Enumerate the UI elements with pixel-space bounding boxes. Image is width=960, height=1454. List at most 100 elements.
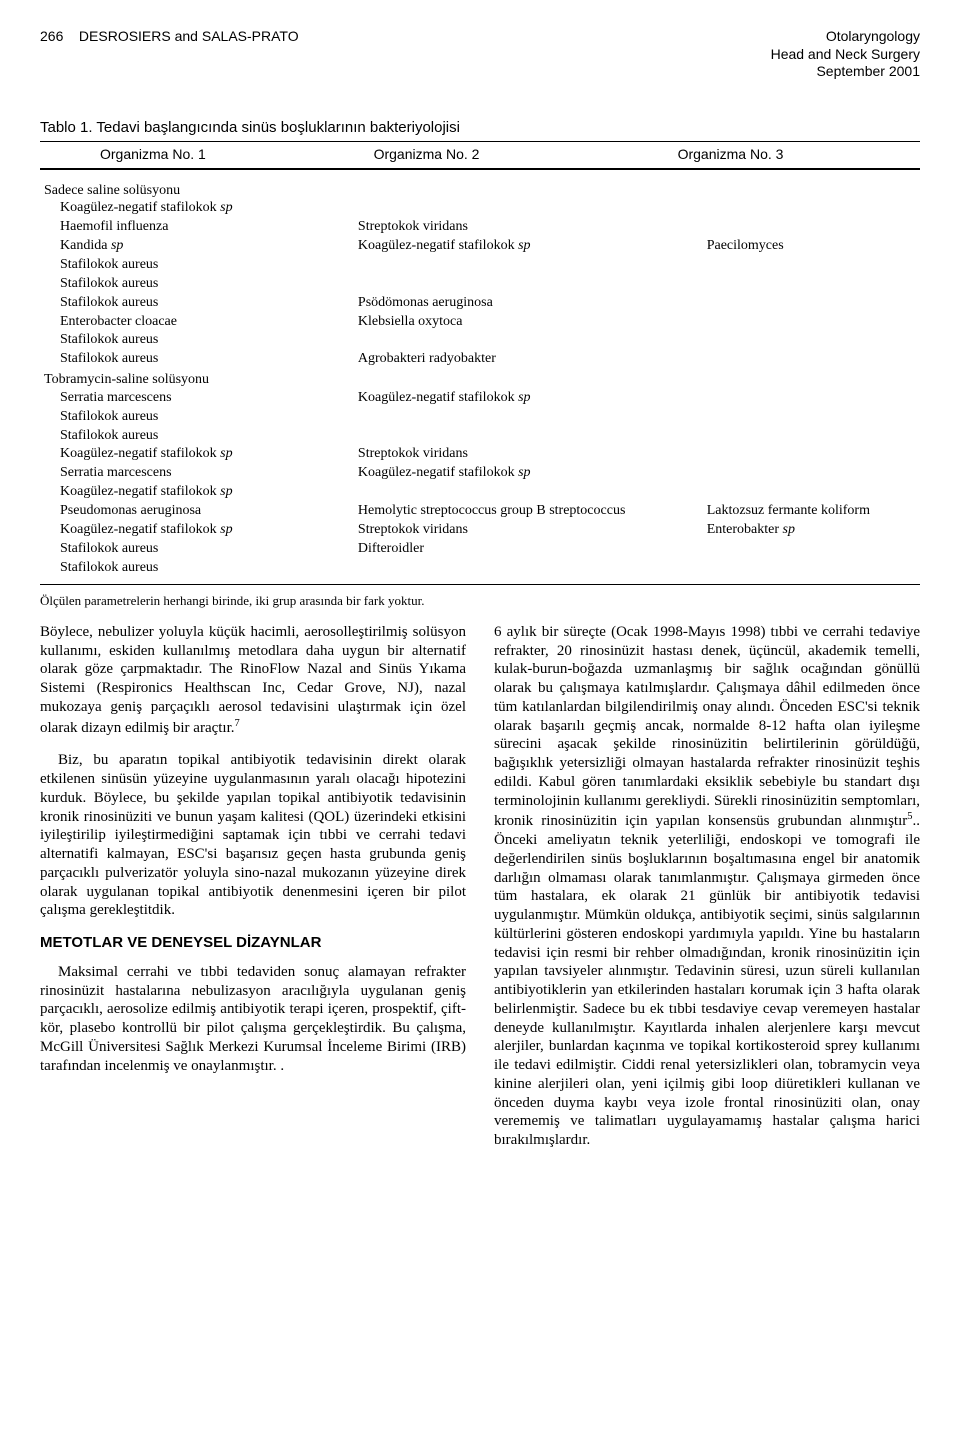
table-row: Stafilokok aureus	[40, 331, 920, 350]
table-cell-c3: Enterobakter sp	[707, 521, 916, 540]
right-p1a-text: 6 aylık bir süreçte (Ocak 1998-Mayıs 199…	[494, 624, 920, 830]
left-para-3: Maksimal cerrahi ve tıbbi tedaviden sonu…	[40, 963, 466, 1076]
table-cell-c1: Pseudomonas aeruginosa	[44, 502, 358, 521]
table-row: Serratia marcescensKoagülez-negatif staf…	[40, 464, 920, 483]
journal-line-2: Head and Neck Surgery	[771, 46, 920, 64]
table-cell-c2: Difteroidler	[358, 540, 707, 559]
body-col-left: Böylece, nebulizer yoluyla küçük hacimli…	[40, 623, 466, 1164]
table-cell-c1: Stafilokok aureus	[44, 275, 358, 294]
header-right: Otolaryngology Head and Neck Surgery Sep…	[771, 28, 920, 81]
table-cell-c3	[707, 199, 916, 218]
header-authors: DESROSIERS and SALAS-PRATO	[79, 28, 299, 44]
table-row: Kandida spKoagülez-negatif stafilokok sp…	[40, 237, 920, 256]
table-cell-c2	[358, 256, 707, 275]
journal-line-1: Otolaryngology	[771, 28, 920, 46]
table-row: Stafilokok aureus	[40, 427, 920, 446]
table-row: Koagülez-negatif stafilokok spStreptokok…	[40, 445, 920, 464]
table-cell-c1: Serratia marcescens	[44, 464, 358, 483]
table-cell-c1: Enterobacter cloacae	[44, 313, 358, 332]
table-row: Stafilokok aureus	[40, 559, 920, 578]
table-cell-c3	[707, 350, 916, 369]
table-cell-c3	[707, 275, 916, 294]
table-cell-c3	[707, 331, 916, 350]
table-cell-c1: Koagülez-negatif stafilokok sp	[44, 521, 358, 540]
table-cell-c3	[707, 294, 916, 313]
table-cell-c2	[358, 427, 707, 446]
journal-line-3: September 2001	[771, 63, 920, 81]
table-title: Tablo 1. Tedavi başlangıcında sinüs boşl…	[40, 119, 920, 138]
table-cell-c3	[707, 540, 916, 559]
table-cell-c2	[358, 331, 707, 350]
section-heading-methods: METOTLAR VE DENEYSEL DİZAYNLAR	[40, 934, 466, 953]
table-cell-c1: Stafilokok aureus	[44, 540, 358, 559]
table-cell-c3	[707, 427, 916, 446]
table-cell-c2: Koagülez-negatif stafilokok sp	[358, 389, 707, 408]
table-footnote: Ölçülen parametrelerin herhangi birinde,…	[40, 593, 920, 609]
table-cell-c2: Klebsiella oxytoca	[358, 313, 707, 332]
table-cell-c3	[707, 389, 916, 408]
table-cell-c1: Stafilokok aureus	[44, 331, 358, 350]
table-group2-label: Tobramycin-saline solüsyonu	[40, 369, 920, 389]
table-row: Stafilokok aureus	[40, 256, 920, 275]
table-cell-c1: Koagülez-negatif stafilokok sp	[44, 483, 358, 502]
right-p1b-text: .. Önceki ameliyatın teknik yeterliliği,…	[494, 813, 920, 1148]
table-head-col3: Organizma No. 3	[678, 146, 860, 164]
table-row: Haemofil influenzaStreptokok viridans	[40, 218, 920, 237]
table-cell-c1: Koagülez-negatif stafilokok sp	[44, 199, 358, 218]
table-cell-c2: Streptokok viridans	[358, 521, 707, 540]
table-head-col1: Organizma No. 1	[100, 146, 374, 164]
table-cell-c2: Koagülez-negatif stafilokok sp	[358, 464, 707, 483]
table-cell-c1: Stafilokok aureus	[44, 350, 358, 369]
table-cell-c1: Stafilokok aureus	[44, 427, 358, 446]
table-row: Koagülez-negatif stafilokok sp	[40, 483, 920, 502]
table-row: Stafilokok aureus	[40, 275, 920, 294]
table-row: Stafilokok aureusPsödömonas aeruginosa	[40, 294, 920, 313]
table-cell-c3	[707, 313, 916, 332]
table-cell-c1: Stafilokok aureus	[44, 559, 358, 578]
table-cell-c3	[707, 445, 916, 464]
table-cell-c3	[707, 559, 916, 578]
table-cell-c2: Koagülez-negatif stafilokok sp	[358, 237, 707, 256]
table-row: Stafilokok aureusDifteroidler	[40, 540, 920, 559]
table-rule-bottom	[40, 584, 920, 585]
table-cell-c2: Agrobakteri radyobakter	[358, 350, 707, 369]
table-body: Sadece saline solüsyonu Koagülez-negatif…	[40, 176, 920, 584]
table-cell-c3: Paecilomyces	[707, 237, 916, 256]
table-cell-c2	[358, 483, 707, 502]
header-left: 266 DESROSIERS and SALAS-PRATO	[40, 28, 299, 46]
table-cell-c3	[707, 408, 916, 427]
table-cell-c2: Hemolytic streptococcus group B streptoc…	[358, 502, 707, 521]
left-p1-text: Böylece, nebulizer yoluyla küçük hacimli…	[40, 624, 466, 736]
table-row: Enterobacter cloacaeKlebsiella oxytoca	[40, 313, 920, 332]
table-row: Stafilokok aureusAgrobakteri radyobakter	[40, 350, 920, 369]
table-cell-c3	[707, 218, 916, 237]
table-cell-c3: Laktozsuz fermante koliform	[707, 502, 916, 521]
table-row: Koagülez-negatif stafilokok sp	[40, 199, 920, 218]
table-cell-c2: Streptokok viridans	[358, 218, 707, 237]
table-row: Serratia marcescensKoagülez-negatif staf…	[40, 389, 920, 408]
table-row: Pseudomonas aeruginosaHemolytic streptoc…	[40, 502, 920, 521]
table-cell-c2: Streptokok viridans	[358, 445, 707, 464]
table-head-col2: Organizma No. 2	[374, 146, 678, 164]
table-cell-c1: Stafilokok aureus	[44, 256, 358, 275]
right-para-1: 6 aylık bir süreçte (Ocak 1998-Mayıs 199…	[494, 623, 920, 1150]
table-cell-c3	[707, 464, 916, 483]
table-cell-c2	[358, 275, 707, 294]
table-cell-c1: Haemofil influenza	[44, 218, 358, 237]
table-cell-c1: Stafilokok aureus	[44, 294, 358, 313]
body-col-right: 6 aylık bir süreçte (Ocak 1998-Mayıs 199…	[494, 623, 920, 1164]
table-cell-c1: Stafilokok aureus	[44, 408, 358, 427]
table-row: Stafilokok aureus	[40, 408, 920, 427]
table-cell-c3	[707, 483, 916, 502]
table-row: Koagülez-negatif stafilokok spStreptokok…	[40, 521, 920, 540]
page-header: 266 DESROSIERS and SALAS-PRATO Otolaryng…	[40, 28, 920, 81]
page-number: 266	[40, 28, 63, 44]
left-para-2: Biz, bu aparatın topikal antibiyotik ted…	[40, 751, 466, 920]
table-header-row: Organizma No. 1 Organizma No. 2 Organizm…	[40, 142, 920, 168]
table-cell-c1: Koagülez-negatif stafilokok sp	[44, 445, 358, 464]
table-cell-c1: Kandida sp	[44, 237, 358, 256]
table-cell-c2	[358, 408, 707, 427]
table-group1-label: Sadece saline solüsyonu	[40, 180, 920, 200]
left-p1-sup: 7	[235, 718, 240, 729]
body-columns: Böylece, nebulizer yoluyla küçük hacimli…	[40, 623, 920, 1164]
